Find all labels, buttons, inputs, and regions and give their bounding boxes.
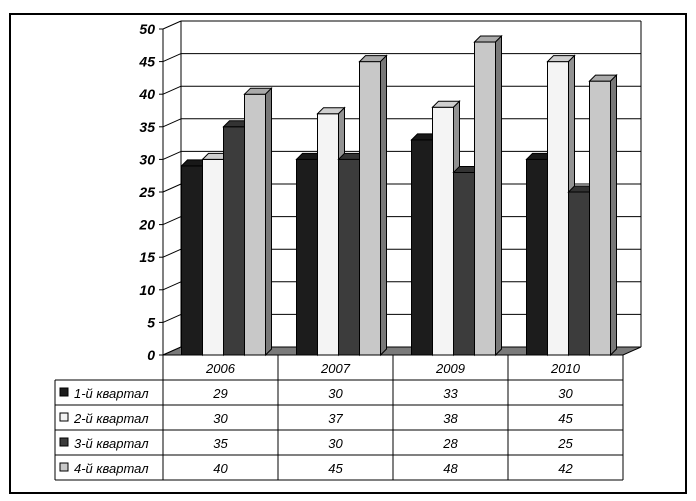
data-label: 30 (213, 411, 228, 426)
y-tick-label: 0 (147, 347, 155, 363)
bar-front (411, 139, 433, 356)
gridline-side (162, 53, 182, 63)
data-label: 33 (443, 386, 458, 401)
data-label: 42 (558, 461, 573, 476)
data-label: 35 (213, 436, 228, 451)
legend-label: 1-й квартал (74, 386, 149, 401)
bar-front (547, 61, 569, 356)
y-tick-label: 40 (138, 86, 155, 102)
bar-front (223, 126, 245, 356)
y-tick-label: 35 (139, 119, 155, 135)
y-tick-label: 20 (138, 217, 155, 233)
category-label: 2010 (550, 361, 581, 376)
data-label: 45 (558, 411, 573, 426)
bar-front (296, 158, 318, 356)
gridline-side (162, 281, 182, 291)
bar-side (265, 86, 272, 357)
bar-front (474, 41, 496, 356)
y-tick-label: 10 (139, 282, 155, 298)
legend-swatch (59, 462, 69, 472)
gridline-side (162, 150, 182, 160)
bar-side (380, 54, 387, 357)
legend-label: 2-й квартал (73, 411, 149, 426)
bar (473, 34, 503, 357)
bar (243, 86, 273, 357)
y-tick-label: 25 (138, 184, 155, 200)
legend-label: 4-й квартал (74, 461, 149, 476)
data-label: 48 (443, 461, 458, 476)
legend-swatch (59, 437, 69, 447)
gridline-side (162, 85, 182, 95)
bar (358, 54, 388, 357)
bar-front (453, 171, 475, 356)
gridline-side (162, 313, 182, 323)
y-tick-label: 45 (138, 54, 155, 70)
data-label: 30 (558, 386, 573, 401)
bar-front (432, 106, 454, 356)
gridline-side (162, 216, 182, 226)
gridline-side (162, 248, 182, 258)
bar-front (589, 80, 611, 356)
gridline-side (162, 20, 182, 30)
y-tick-label: 5 (147, 314, 155, 330)
data-label: 28 (442, 436, 458, 451)
bar-front (338, 158, 360, 356)
data-label: 25 (557, 436, 573, 451)
legend-swatch (59, 387, 69, 397)
bar-front (244, 93, 266, 356)
legend-swatch (59, 412, 69, 422)
data-label: 30 (328, 436, 343, 451)
bar-front (359, 61, 381, 356)
bar-front (568, 191, 590, 356)
data-label: 45 (328, 461, 343, 476)
y-tick-label: 50 (139, 21, 155, 37)
bar (588, 73, 618, 357)
y-tick-label: 30 (139, 151, 155, 167)
bar-front (526, 158, 548, 356)
data-label: 29 (212, 386, 227, 401)
bar-front (202, 158, 224, 356)
data-label: 30 (328, 386, 343, 401)
bar-side (495, 34, 502, 357)
bar-side (610, 73, 617, 357)
data-label: 37 (328, 411, 343, 426)
gridline-side (162, 118, 182, 128)
legend-label: 3-й квартал (74, 436, 149, 451)
bar-front (181, 165, 203, 356)
category-label: 2007 (320, 361, 351, 376)
category-label: 2009 (435, 361, 465, 376)
category-label: 2006 (205, 361, 236, 376)
gridline-side (162, 183, 182, 193)
data-label: 38 (443, 411, 458, 426)
bar-front (317, 113, 339, 356)
y-tick-label: 15 (139, 249, 155, 265)
data-label: 40 (213, 461, 228, 476)
